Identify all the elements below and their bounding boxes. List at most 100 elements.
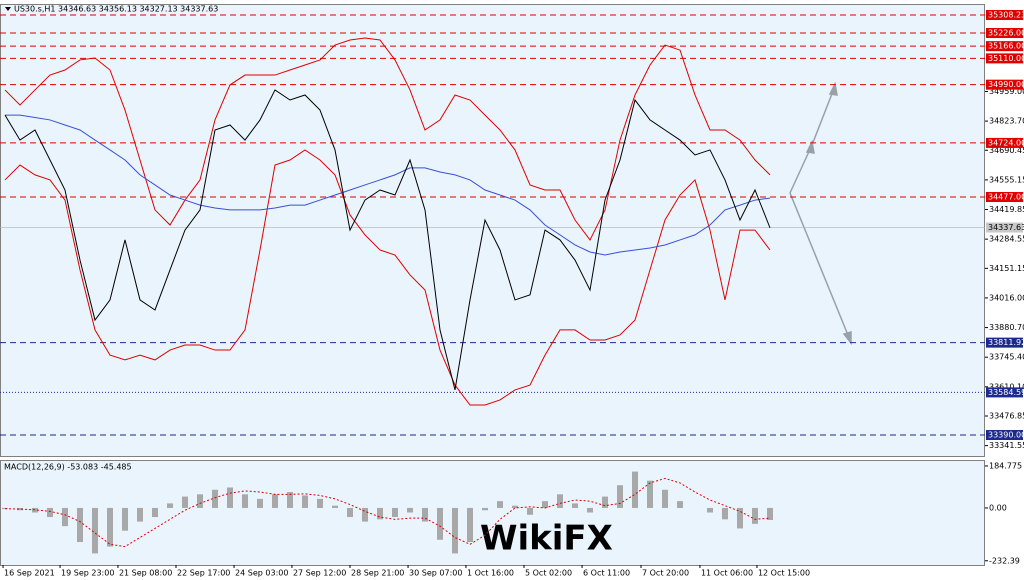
x-tick-label: 21 Sep 08:00: [119, 569, 172, 578]
x-tick-label: 28 Sep 21:00: [351, 569, 404, 578]
level-label: 33811.92: [988, 338, 1024, 347]
y-tick-label: -232.39: [989, 556, 1020, 565]
macd-bar: [301, 495, 308, 508]
macd-bar: [512, 505, 519, 508]
y-tick-label: 33745.40: [989, 353, 1024, 362]
macd-bar: [587, 507, 594, 513]
macd-bar: [647, 480, 654, 508]
x-tick-label: 27 Sep 12:00: [293, 569, 346, 578]
macd-bar: [256, 498, 263, 508]
macd-bar: [196, 494, 203, 508]
macd-bar: [331, 505, 338, 508]
macd-bar: [602, 496, 609, 508]
macd-bar: [121, 507, 128, 531]
y-tick-label: 33880.70: [989, 323, 1024, 332]
macd-title: MACD(12,26,9) -53.083 -45.485: [4, 463, 132, 472]
x-tick-label: 16 Sep 2021: [4, 569, 55, 578]
level-label: 34477.00: [988, 193, 1024, 202]
y-tick-label: 0.00: [989, 503, 1007, 512]
macd-bar: [16, 507, 23, 511]
y-tick-label: 33476.85: [989, 411, 1024, 420]
level-box: [986, 192, 1023, 203]
macd-bar: [226, 487, 233, 508]
x-tick-label: 7 Oct 20:00: [642, 569, 689, 578]
forecast-arrows: [789, 81, 852, 346]
y-tick-label: 34690.45: [989, 146, 1024, 155]
level-box: [986, 28, 1023, 39]
signal-line: [4, 477, 771, 548]
level-label: 34990.00: [988, 80, 1024, 89]
macd-bar: [722, 507, 729, 520]
macd-bar: [617, 485, 624, 508]
level-box: [986, 41, 1023, 52]
x-tick-label: 12 Oct 15:00: [758, 569, 810, 578]
macd-bar: [91, 507, 98, 554]
macd-bar: [346, 507, 353, 518]
chart-title: US30.s,H1 34346.63 34356.13 34327.13 343…: [14, 5, 218, 14]
macd-bar: [241, 494, 248, 508]
y-tick-label: 34016.00: [989, 293, 1024, 302]
level-box: [986, 53, 1023, 64]
level-box: [986, 9, 1023, 20]
macd-bar: [406, 507, 413, 513]
x-tick-label: 1 Oct 16:00: [467, 569, 514, 578]
y-tick-label: 34555.15: [989, 175, 1024, 184]
macd-bar: [481, 507, 488, 511]
macd-bar: [391, 507, 398, 518]
y-tick-label: 34959.00: [989, 87, 1024, 96]
y-tick-label: 34284.55: [989, 235, 1024, 244]
macd-bar: [286, 492, 293, 508]
x-tick-label: 19 Sep 23:00: [61, 569, 114, 578]
macd-bar: [632, 471, 639, 508]
level-box: [986, 387, 1023, 398]
level-label: 33390.00: [988, 431, 1024, 440]
level-box: [986, 79, 1023, 90]
macd-bar: [151, 507, 158, 518]
macd-bar: [752, 507, 759, 524]
macd-bar: [136, 507, 143, 522]
macd-bar: [211, 489, 218, 508]
macd-bar: [436, 507, 443, 540]
macd-bar: [271, 494, 278, 508]
x-tick-label: 22 Sep 17:00: [177, 569, 230, 578]
y-tick-label: 34823.70: [989, 117, 1024, 126]
y-tick-label: 34419.85: [989, 205, 1024, 214]
macd-bar: [46, 507, 53, 518]
macd-bar: [61, 507, 68, 527]
x-tick-label: 5 Oct 02:00: [525, 569, 572, 578]
macd-bar: [451, 507, 458, 554]
macd-bar: [31, 507, 38, 513]
x-tick-label: 6 Oct 11:00: [583, 569, 630, 578]
macd-bar: [166, 503, 173, 508]
level-label: 34724.00: [988, 138, 1024, 147]
series-line: [4, 114, 771, 256]
level-label: 35166.00: [988, 42, 1024, 51]
macd-bar: [557, 494, 564, 508]
macd-bar: [707, 507, 714, 513]
macd-bar: [572, 503, 579, 508]
macd-bar: [181, 496, 188, 508]
current-price-box: [986, 222, 1023, 233]
macd-bar: [421, 507, 428, 522]
level-label: 35308.23: [988, 10, 1024, 19]
macd-bar: [466, 507, 473, 543]
level-box: [986, 430, 1023, 441]
x-tick-label: 11 Oct 06:00: [701, 569, 753, 578]
main-panel: [0, 4, 985, 457]
macd-bar: [361, 507, 368, 522]
y-tick-label: 33341.55: [989, 441, 1024, 450]
y-tick-label: 33610.10: [989, 382, 1024, 391]
macd-bar: [106, 507, 113, 547]
level-label: 33584.59: [988, 388, 1024, 397]
x-tick-label: 24 Sep 03:00: [235, 569, 288, 578]
macd-bar: [767, 507, 774, 520]
level-box: [986, 337, 1023, 348]
header-marker: [5, 7, 11, 11]
macd-bar: [76, 507, 83, 543]
series-line: [4, 89, 771, 391]
macd-panel: [0, 460, 985, 566]
series-line: [4, 37, 771, 241]
level-label: 35110.00: [988, 54, 1024, 63]
macd-bar: [376, 507, 383, 520]
